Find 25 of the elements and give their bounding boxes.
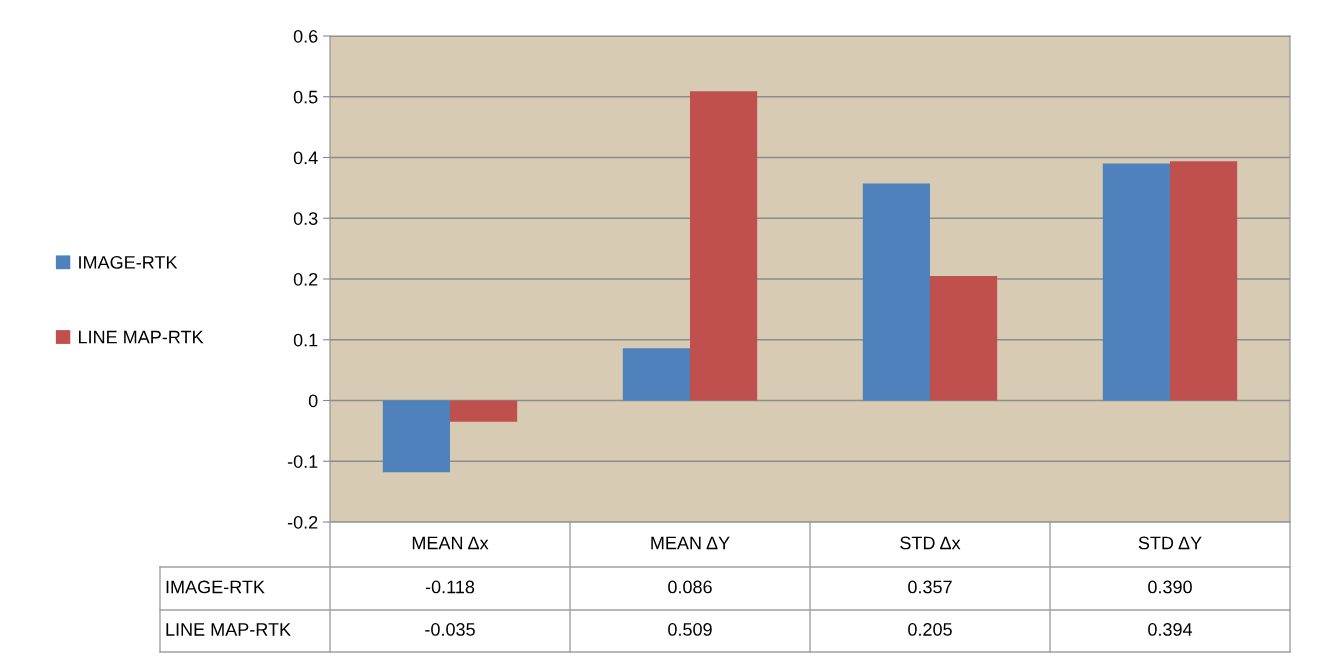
data-label: 0.394 [1148,623,1193,636]
y-tick-label: 0.5 [293,90,318,104]
legend-label: LINE MAP-RTK [79,330,204,344]
y-tick-label: 0 [308,394,318,408]
data-label: 0.086 [668,580,712,594]
y-tick-label: -0.1 [287,455,318,468]
legend-label: IMAGE-RTK [79,255,178,269]
data-label: 0.205 [908,623,952,636]
x-tick-label: STD Δx [900,536,961,550]
data-label: 0.357 [908,580,952,594]
y-tick-label: 0.1 [293,333,318,347]
data-label: 0.390 [1148,580,1192,594]
data-label: -0.035 [425,623,475,636]
data-label: -0.118 [425,580,475,594]
y-tick-label: -0.2 [287,515,318,529]
text: LINE MAP-RTK [166,623,291,636]
x-tick-label: MEAN Δx [412,536,489,550]
y-tick-label: 0.6 [293,29,318,43]
text: IMAGE-RTK [166,580,265,594]
x-tick-label: STD ΔY [1138,536,1202,550]
data-label: 0.509 [668,623,712,636]
y-tick-label: 0.3 [293,212,318,225]
x-tick-label: MEAN ΔY [651,536,730,550]
y-tick-label: 0.4 [293,151,318,165]
y-tick-label: 0.2 [293,272,318,286]
